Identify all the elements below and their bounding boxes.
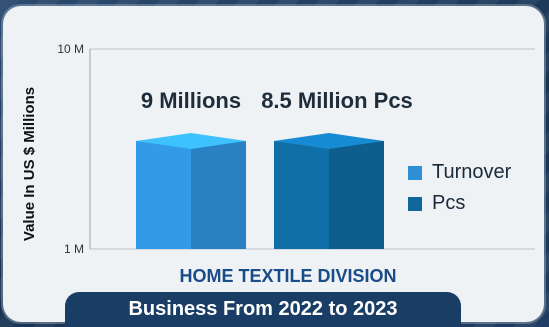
bar-pcs-top-face: [274, 133, 384, 149]
bar-turnover-top-face: [136, 133, 246, 149]
footer-banner: Business From 2022 to 2023: [65, 292, 461, 327]
chart-svg: 10 M 1 M 9 Millions 8.5 Million Pcs: [57, 42, 535, 256]
legend-swatch-pcs: [408, 196, 422, 211]
legend-label-turnover: Turnover: [432, 161, 512, 183]
legend: Turnover Pcs: [408, 161, 511, 223]
data-label-turnover: 9 Millions: [141, 88, 241, 113]
legend-item-pcs: Pcs: [408, 192, 511, 215]
bar-pcs-right-face: [329, 141, 384, 249]
y-tick-label-bottom: 1 M: [64, 242, 84, 256]
bar-turnover-right-face: [191, 141, 246, 249]
legend-item-turnover: Turnover: [408, 161, 511, 184]
y-axis-label: Value In US $ Millions: [21, 86, 38, 242]
y-tick-label-top: 10 M: [57, 42, 84, 56]
chart-card: 10 M 1 M 9 Millions 8.5 Million Pcs Valu…: [3, 6, 544, 322]
legend-label-pcs: Pcs: [432, 192, 466, 214]
chart-title: HOME TEXTILE DIVISION: [179, 266, 397, 286]
legend-swatch-turnover: [408, 165, 422, 180]
bars-group: [136, 133, 384, 249]
bar-turnover-left-face: [136, 141, 191, 249]
data-label-pcs: 8.5 Million Pcs: [261, 88, 413, 113]
bar-pcs-left-face: [274, 141, 329, 249]
